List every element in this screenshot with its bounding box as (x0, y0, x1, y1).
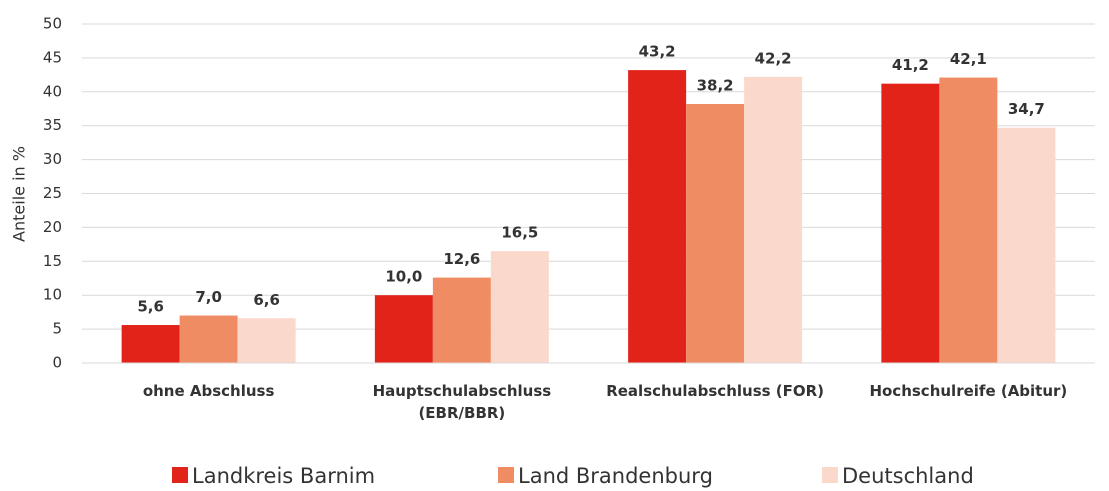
data-label: 43,2 (639, 43, 676, 61)
data-label: 42,1 (950, 50, 987, 68)
y-tick-label: 15 (43, 252, 62, 270)
bar (237, 318, 296, 363)
x-tick-label: Realschulabschluss (FOR) (606, 382, 825, 400)
bar (881, 83, 940, 363)
legend-label: Deutschland (842, 464, 974, 488)
y-tick-label: 40 (43, 82, 62, 100)
legend-swatch (498, 467, 514, 483)
y-tick-label: 50 (43, 15, 62, 33)
bar (432, 277, 491, 363)
x-tick-label: ohne Abschluss (142, 382, 275, 400)
data-label: 12,6 (443, 250, 480, 268)
bar (179, 315, 238, 363)
y-tick-label: 30 (43, 150, 62, 168)
y-tick-label: 20 (43, 218, 62, 236)
x-tick-label: Hauptschulabschluss (EBR/BBR) (372, 382, 552, 422)
y-tick-label: 45 (43, 48, 62, 66)
data-label: 38,2 (697, 77, 734, 95)
bar (490, 251, 549, 363)
y-tick-label: 35 (43, 116, 62, 134)
legend-swatch (822, 467, 838, 483)
data-label: 16,5 (501, 224, 538, 242)
y-tick-label: 10 (43, 286, 62, 304)
bar (744, 76, 803, 363)
data-label: 5,6 (137, 298, 164, 316)
bar (628, 70, 687, 363)
legend-label: Landkreis Barnim (192, 464, 375, 488)
data-label: 10,0 (385, 268, 422, 286)
data-label: 6,6 (253, 291, 280, 309)
y-tick-label: 0 (52, 354, 62, 372)
y-tick-label: 5 (52, 320, 62, 338)
bar (374, 295, 433, 363)
data-label: 41,2 (892, 56, 929, 74)
bar (997, 127, 1056, 363)
data-label: 34,7 (1008, 100, 1045, 118)
y-axis-label: Anteile in % (10, 146, 29, 242)
data-label: 7,0 (195, 288, 222, 306)
bar (939, 77, 998, 363)
y-tick-label: 25 (43, 184, 62, 202)
legend-swatch (172, 467, 188, 483)
legend-label: Land Brandenburg (518, 464, 713, 488)
bar (121, 325, 180, 363)
bar (686, 104, 745, 363)
data-label: 42,2 (755, 49, 792, 67)
x-tick-label: Hochschulreife (Abitur) (869, 382, 1068, 400)
